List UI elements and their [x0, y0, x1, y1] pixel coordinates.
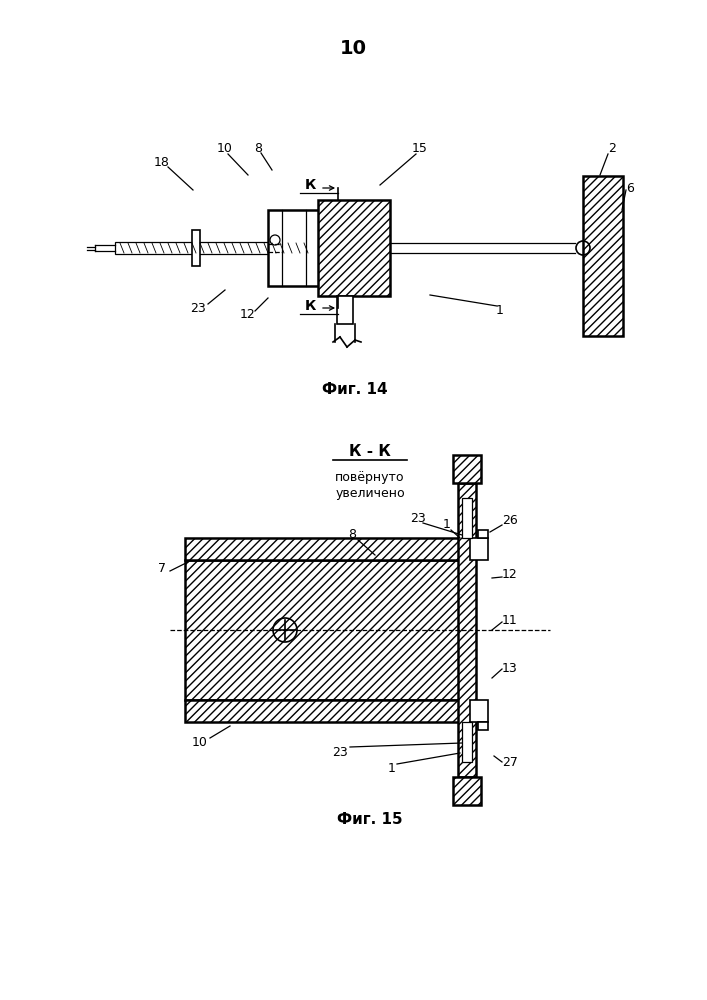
Text: 18: 18 — [154, 155, 170, 168]
Bar — [185, 538, 470, 560]
Text: 10: 10 — [192, 736, 208, 748]
Text: К - К: К - К — [349, 444, 391, 460]
Bar — [470, 700, 488, 722]
Bar — [583, 176, 623, 336]
Bar — [458, 483, 476, 777]
Text: 23: 23 — [410, 512, 426, 524]
Text: 26: 26 — [502, 514, 518, 526]
Text: Фиг. 14: Фиг. 14 — [322, 382, 388, 397]
Text: 11: 11 — [502, 613, 518, 626]
Text: 12: 12 — [502, 568, 518, 582]
Text: К: К — [304, 299, 316, 313]
Text: 8: 8 — [348, 528, 356, 542]
Text: 10: 10 — [339, 38, 366, 57]
Bar — [337, 296, 353, 324]
Bar — [185, 560, 470, 700]
Text: 6: 6 — [626, 182, 634, 194]
Bar — [453, 455, 481, 483]
Bar — [268, 210, 320, 286]
Bar — [115, 242, 312, 254]
Bar — [318, 200, 390, 296]
Text: 23: 23 — [332, 746, 348, 758]
Text: 23: 23 — [190, 302, 206, 314]
Text: увеличено: увеличено — [335, 487, 405, 499]
Text: 10: 10 — [217, 141, 233, 154]
Text: повёрнуто: повёрнуто — [335, 472, 404, 485]
Text: 15: 15 — [412, 141, 428, 154]
Text: 7: 7 — [158, 562, 166, 574]
Text: 2: 2 — [608, 141, 616, 154]
Bar — [192, 230, 200, 266]
Bar — [453, 777, 481, 805]
Bar — [185, 700, 470, 722]
Text: 27: 27 — [502, 756, 518, 768]
Bar — [478, 530, 488, 538]
Text: К: К — [304, 178, 316, 192]
Text: 1: 1 — [443, 518, 451, 532]
Text: 12: 12 — [240, 308, 256, 322]
Text: Фиг. 15: Фиг. 15 — [337, 812, 403, 828]
Text: 8: 8 — [254, 141, 262, 154]
Text: 1: 1 — [496, 304, 504, 316]
Text: 13: 13 — [502, 662, 518, 674]
Bar — [462, 498, 472, 538]
Text: 1: 1 — [388, 762, 396, 774]
Bar — [470, 538, 488, 560]
Bar — [478, 722, 488, 730]
Bar — [462, 722, 472, 762]
